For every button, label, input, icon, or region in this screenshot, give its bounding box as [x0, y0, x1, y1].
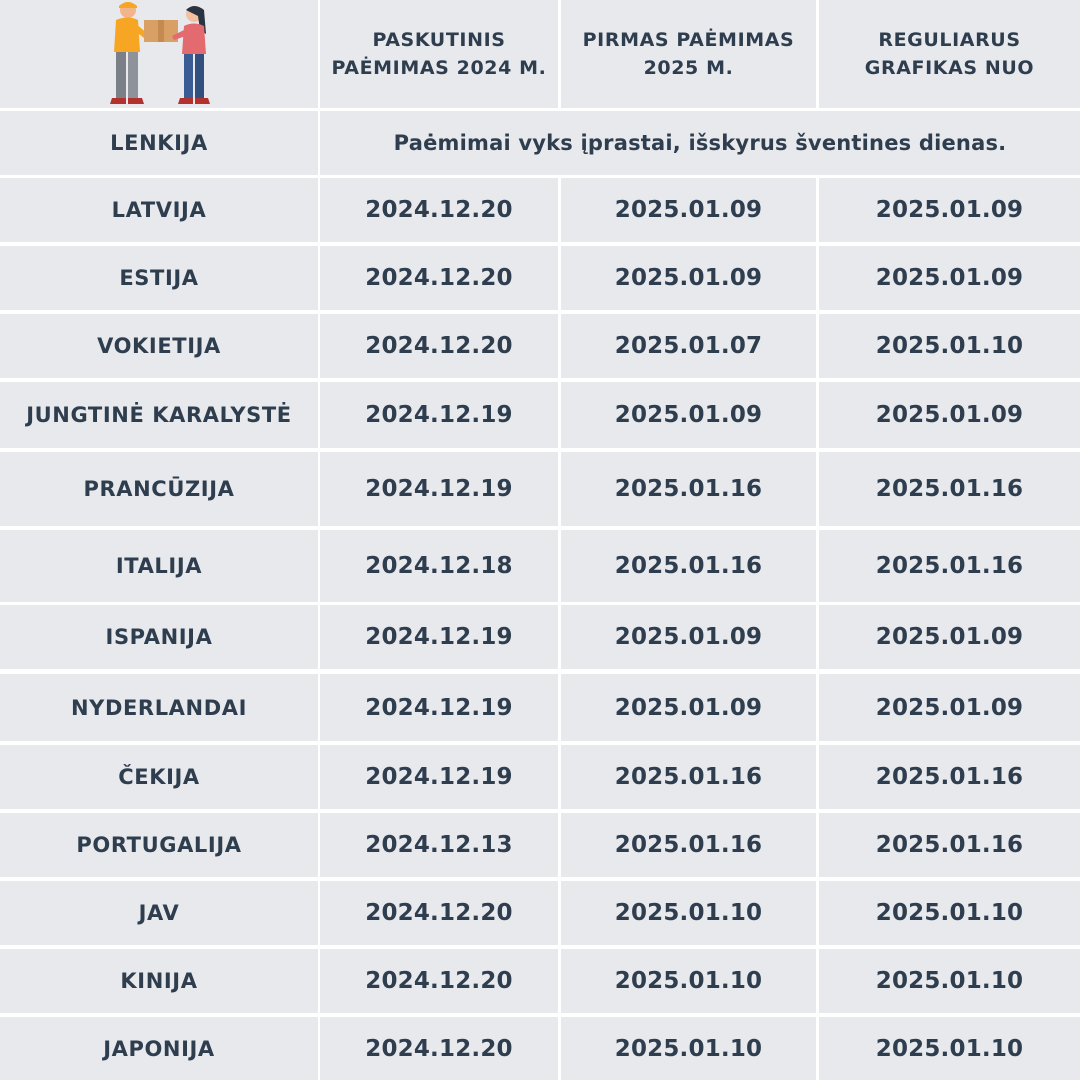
- delivery-handover-icon: [110, 2, 210, 104]
- header-last-pickup-2024: PASKUTINIS PAĖMIMAS 2024 M.: [320, 0, 558, 108]
- last-pickup-2024: 2024.12.20: [320, 314, 558, 378]
- first-pickup-2025: 2025.01.09: [561, 246, 816, 310]
- last-pickup-2024: 2024.12.19: [320, 605, 558, 669]
- regular-from: 2025.01.09: [819, 382, 1080, 448]
- first-pickup-2025: 2025.01.16: [561, 452, 816, 526]
- country-cell: VOKIETIJA: [0, 314, 318, 378]
- regular-from: 2025.01.09: [819, 246, 1080, 310]
- last-pickup-2024: 2024.12.20: [320, 881, 558, 945]
- regular-from: 2025.01.10: [819, 881, 1080, 945]
- last-pickup-2024: 2024.12.19: [320, 382, 558, 448]
- regular-from: 2025.01.16: [819, 745, 1080, 809]
- last-pickup-2024: 2024.12.20: [320, 178, 558, 242]
- first-pickup-2025: 2025.01.16: [561, 530, 816, 602]
- regular-from: 2025.01.10: [819, 314, 1080, 378]
- last-pickup-2024: 2024.12.19: [320, 452, 558, 526]
- last-pickup-2024: 2024.12.18: [320, 530, 558, 602]
- country-cell: LATVIJA: [0, 178, 318, 242]
- regular-from: 2025.01.09: [819, 178, 1080, 242]
- first-pickup-2025: 2025.01.07: [561, 314, 816, 378]
- header-regular-schedule-from: REGULIARUS GRAFIKAS NUO: [819, 0, 1080, 108]
- country-cell: ITALIJA: [0, 530, 318, 602]
- regular-from: 2025.01.10: [819, 949, 1080, 1013]
- first-pickup-2025: 2025.01.09: [561, 605, 816, 669]
- country-cell: ESTIJA: [0, 246, 318, 310]
- regular-from: 2025.01.09: [819, 674, 1080, 741]
- first-pickup-2025: 2025.01.09: [561, 178, 816, 242]
- regular-from: 2025.01.16: [819, 530, 1080, 602]
- country-cell: JUNGTINĖ KARALYSTĖ: [0, 382, 318, 448]
- country-cell: JAPONIJA: [0, 1017, 318, 1080]
- country-cell: ISPANIJA: [0, 605, 318, 669]
- country-cell: LENKIJA: [0, 111, 318, 175]
- country-cell: KINIJA: [0, 949, 318, 1013]
- regular-from: 2025.01.16: [819, 452, 1080, 526]
- last-pickup-2024: 2024.12.20: [320, 246, 558, 310]
- last-pickup-2024: 2024.12.19: [320, 745, 558, 809]
- first-pickup-2025: 2025.01.10: [561, 949, 816, 1013]
- first-pickup-2025: 2025.01.16: [561, 813, 816, 877]
- country-cell: JAV: [0, 881, 318, 945]
- first-pickup-2025: 2025.01.09: [561, 382, 816, 448]
- last-pickup-2024: 2024.12.13: [320, 813, 558, 877]
- first-pickup-2025: 2025.01.10: [561, 881, 816, 945]
- regular-from: 2025.01.09: [819, 605, 1080, 669]
- country-cell: PRANCŪZIJA: [0, 452, 318, 526]
- last-pickup-2024: 2024.12.19: [320, 674, 558, 741]
- illustration-cell: [0, 0, 318, 108]
- regular-from: 2025.01.10: [819, 1017, 1080, 1080]
- country-cell: PORTUGALIJA: [0, 813, 318, 877]
- last-pickup-2024: 2024.12.20: [320, 949, 558, 1013]
- last-pickup-2024: 2024.12.20: [320, 1017, 558, 1080]
- header-first-pickup-2025: PIRMAS PAĖMIMAS 2025 M.: [561, 0, 816, 108]
- first-pickup-2025: 2025.01.16: [561, 745, 816, 809]
- regular-from: 2025.01.16: [819, 813, 1080, 877]
- lenkija-note: Paėmimai vyks įprastai, išskyrus šventin…: [320, 111, 1080, 175]
- first-pickup-2025: 2025.01.10: [561, 1017, 816, 1080]
- country-cell: NYDERLANDAI: [0, 674, 318, 741]
- country-cell: ČEKIJA: [0, 745, 318, 809]
- first-pickup-2025: 2025.01.09: [561, 674, 816, 741]
